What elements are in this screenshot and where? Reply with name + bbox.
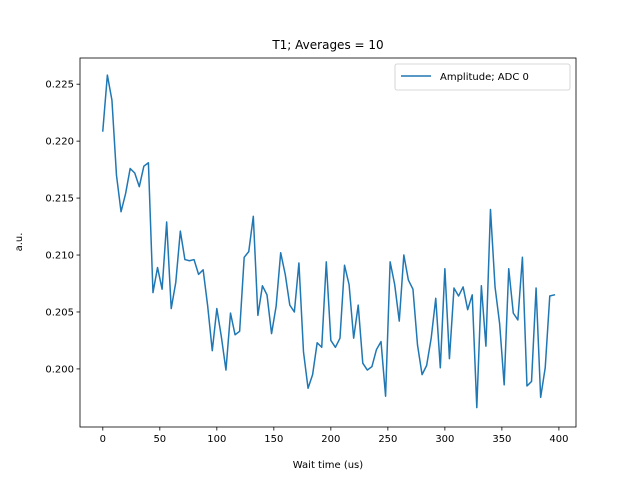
x-tick-label: 150 (264, 434, 283, 445)
y-tick-label: 0.205 (45, 307, 74, 318)
axes-frame (79, 57, 577, 428)
legend-box (394, 63, 571, 91)
x-tick-label: 350 (492, 434, 511, 445)
y-tick-label: 0.200 (45, 364, 74, 375)
series-layer (101, 74, 556, 409)
x-tick-label: 100 (207, 434, 226, 445)
x-axis-label: Wait time (us) (293, 460, 363, 471)
x-tick-label: 300 (435, 434, 454, 445)
y-tick-label: 0.210 (45, 251, 74, 262)
x-tick-label: 0 (100, 434, 106, 445)
y-axis-label: a.u. (14, 233, 25, 252)
y-tick-label: 0.225 (45, 80, 74, 91)
chart-title: T1; Averages = 10 (271, 38, 383, 52)
y-tick-label: 0.220 (45, 137, 74, 148)
axis-ticks: 0 50 100 150 200 250 300 350 400 0.200 0.205 0.210 0… (45, 80, 568, 445)
y-tick-label: 0.215 (45, 194, 74, 205)
series-line-0 (101, 74, 556, 409)
x-tick-label: 250 (378, 434, 397, 445)
x-tick-label: 50 (153, 434, 166, 445)
x-tick-label: 400 (549, 434, 568, 445)
legend-entry-label: Amplitude; ADC 0 (440, 72, 529, 83)
legend: Amplitude; ADC 0 (394, 63, 571, 91)
x-tick-label: 200 (321, 434, 340, 445)
